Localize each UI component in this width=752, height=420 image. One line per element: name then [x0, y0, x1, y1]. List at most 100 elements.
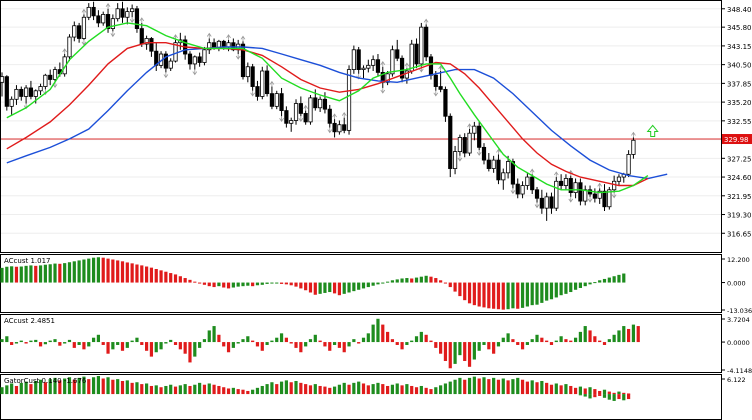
- histogram-bar: [77, 377, 81, 395]
- histogram-bar: [43, 382, 47, 395]
- histogram-bar: [328, 282, 332, 293]
- histogram-bar: [588, 330, 592, 343]
- histogram-bar: [458, 377, 462, 395]
- candle-body: [72, 25, 77, 38]
- histogram-bar: [111, 379, 115, 395]
- histogram-bar: [125, 342, 129, 348]
- fractal-up-arrow: [303, 104, 308, 111]
- histogram-bar: [304, 282, 308, 291]
- fractal-down-arrow: [250, 90, 255, 97]
- fractal-up-arrow: [139, 17, 145, 23]
- histogram-bar: [617, 274, 621, 283]
- histogram-bar: [627, 328, 631, 343]
- fractal-up-arrow: [206, 32, 212, 39]
- histogram-bar: [405, 278, 409, 283]
- histogram-bar: [178, 342, 182, 350]
- histogram-bar: [48, 264, 52, 283]
- candle-body: [530, 176, 535, 191]
- histogram-bar: [453, 342, 457, 364]
- histogram-bar: [72, 342, 76, 348]
- candle-body: [361, 67, 366, 70]
- price-tick-label: 340.50: [727, 62, 752, 70]
- histogram-bar: [477, 282, 481, 307]
- histogram-bar: [453, 379, 457, 395]
- candle-body: [419, 26, 424, 65]
- candle-body: [4, 76, 9, 107]
- candle-body: [568, 178, 573, 194]
- histogram-bar: [19, 266, 23, 283]
- indicator-tick-label: 12.200: [727, 256, 750, 264]
- histogram-bar: [434, 387, 438, 395]
- histogram-bar: [448, 381, 452, 395]
- histogram-bar: [5, 266, 9, 283]
- fractal-up-arrow: [529, 168, 535, 175]
- histogram-bar: [463, 342, 467, 361]
- candle-body: [207, 42, 212, 51]
- fractal-down-arrow: [110, 31, 116, 38]
- histogram-bar: [299, 382, 303, 395]
- histogram-bar: [29, 265, 33, 283]
- histogram-bar: [323, 342, 327, 347]
- histogram-bar: [472, 342, 476, 360]
- histogram-bar: [145, 383, 149, 395]
- histogram-bar: [19, 340, 23, 343]
- histogram-bar: [347, 342, 351, 347]
- fractal-up-arrow: [467, 123, 472, 129]
- histogram-bar: [202, 339, 207, 343]
- histogram-bar: [193, 342, 197, 357]
- histogram-bar: [43, 264, 47, 283]
- histogram-bar: [511, 379, 515, 395]
- histogram-bar: [241, 282, 245, 287]
- histogram-bar: [400, 278, 404, 283]
- histogram-bar: [38, 265, 43, 283]
- ma-line-lime: [6, 22, 649, 194]
- price-pane: 348.40 345.80 343.15 340.50 337.85 335.20 332.…: [0, 1, 752, 238]
- histogram-bar: [386, 385, 390, 395]
- histogram-bar: [120, 342, 125, 351]
- fractal-up-arrow: [81, 8, 87, 15]
- candle-body: [371, 59, 376, 66]
- histogram-bar: [14, 342, 19, 344]
- histogram-bar: [82, 342, 86, 350]
- histogram-bar: [178, 385, 182, 395]
- candle-body: [520, 185, 525, 195]
- histogram-bar: [540, 337, 544, 343]
- candle-body: [260, 70, 265, 97]
- histogram-bar: [395, 383, 399, 395]
- histogram-bar: [525, 282, 529, 307]
- histogram-bar: [559, 282, 563, 296]
- histogram-bar: [467, 377, 472, 395]
- price-tick-label: 316.65: [727, 230, 752, 238]
- histogram-bar: [405, 384, 409, 395]
- candle-body: [496, 159, 501, 181]
- histogram-bar: [516, 377, 520, 395]
- histogram-bar: [58, 342, 62, 346]
- histogram-bar: [318, 282, 322, 294]
- histogram-bar: [313, 384, 317, 395]
- histogram-bar: [564, 384, 568, 395]
- histogram-bar: [400, 385, 404, 395]
- candle-body: [318, 98, 323, 109]
- histogram-bar: [357, 342, 361, 344]
- candle-body: [96, 15, 101, 24]
- histogram-bar-lower: [622, 394, 626, 401]
- histogram-bar: [439, 342, 443, 354]
- candle-body: [125, 11, 130, 18]
- histogram-bar: [607, 339, 611, 343]
- histogram-bar: [265, 384, 269, 395]
- histogram-bar: [520, 342, 525, 350]
- candle-body: [505, 161, 511, 174]
- histogram-bar: [82, 259, 86, 283]
- histogram-bar: [414, 387, 419, 395]
- histogram-bar: [10, 266, 14, 283]
- fractal-down-arrow: [163, 72, 169, 79]
- fractal-up-arrow: [404, 62, 410, 69]
- candle-body: [525, 176, 530, 186]
- histogram-bar: [275, 282, 279, 284]
- fractal-down-arrow: [433, 90, 439, 97]
- histogram-bar: [96, 334, 100, 343]
- histogram-bar: [193, 384, 197, 395]
- histogram-bar-lower: [602, 394, 607, 398]
- candle-body: [144, 38, 149, 45]
- candle-body: [52, 69, 58, 80]
